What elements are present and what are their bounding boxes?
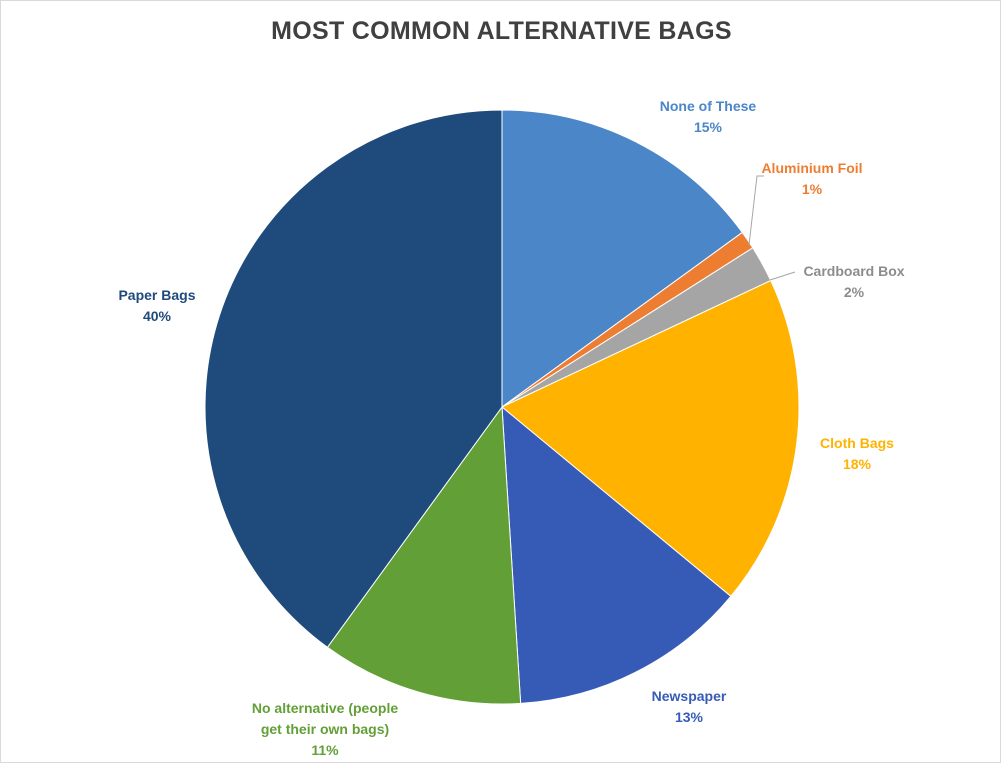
data-label-category: Cardboard Box [803, 263, 904, 279]
data-label-value: 13% [675, 709, 704, 725]
pie-slice-paper-bags [204, 109, 503, 648]
data-label-category: No alternative (people [252, 700, 398, 716]
leader-line [748, 175, 764, 246]
data-label-category: Aluminium Foil [761, 160, 862, 176]
data-label-newspaper: Newspaper 13% [652, 688, 727, 725]
data-label-text: Aluminium Foil 1% [761, 160, 862, 197]
data-label-category: Newspaper [652, 688, 727, 704]
data-label-value: 15% [694, 119, 723, 135]
data-label-text: Newspaper 13% [652, 688, 727, 725]
data-label-value: 1% [802, 181, 823, 197]
data-label-value: 11% [311, 742, 339, 758]
data-label-none-of-these: None of These 15% [660, 98, 757, 135]
data-label-category: get their own bags) [261, 721, 389, 737]
data-label-text: Cloth Bags 18% [820, 435, 894, 472]
data-label-value: 18% [843, 456, 872, 472]
chart-title: MOST COMMON ALTERNATIVE BAGS [271, 17, 732, 45]
data-label-text: Cardboard Box 2% [803, 263, 904, 300]
data-label-text: Paper Bags 40% [118, 287, 195, 324]
leader-line [769, 271, 796, 281]
data-label-category: Paper Bags [118, 287, 195, 303]
pie-slice-none-of-these [501, 109, 743, 408]
data-label-no-alternative-people-get-their-own-bags: No alternative (people get their own bags… [252, 700, 398, 758]
data-label-cloth-bags: Cloth Bags 18% [820, 435, 894, 472]
data-label-text: No alternative (people get their own bags… [252, 700, 398, 758]
data-label-value: 2% [844, 284, 865, 300]
pie-slice-no-alternative-people-get-their-own-bags [326, 405, 522, 705]
data-label-category: Cloth Bags [820, 435, 894, 451]
data-label-value: 40% [143, 308, 172, 324]
pie-slice-cloth-bags [501, 279, 800, 598]
data-label-text: None of These 15% [660, 98, 757, 135]
data-label-cardboard-box: Cardboard Box 2% [803, 263, 904, 300]
pie-slice-newspaper [501, 405, 732, 704]
data-label-paper-bags: Paper Bags 40% [118, 287, 195, 324]
data-label-aluminium-foil: Aluminium Foil 1% [761, 160, 862, 197]
data-label-category: None of These [660, 98, 757, 114]
